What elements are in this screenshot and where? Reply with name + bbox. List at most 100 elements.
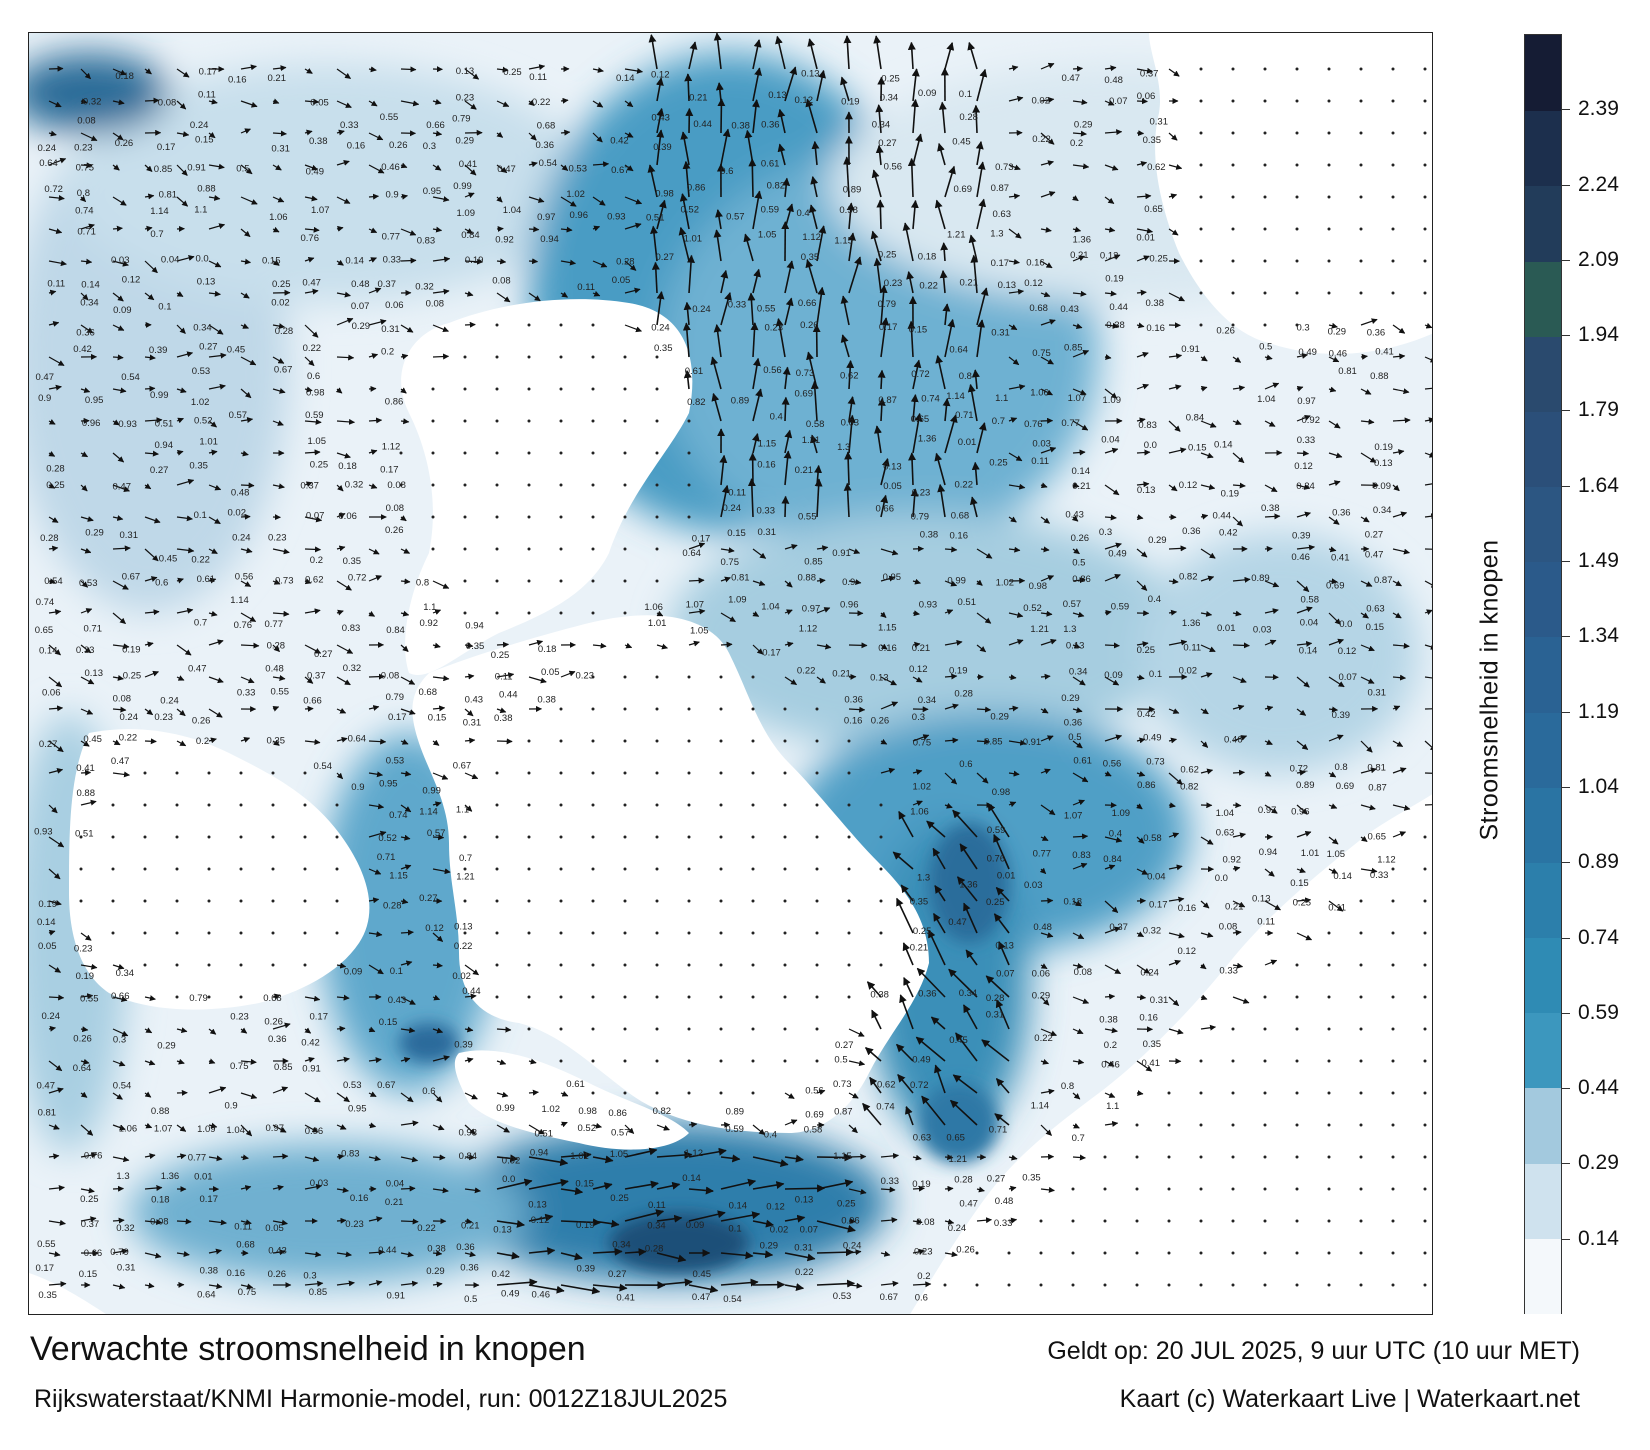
current-arrow — [987, 802, 1010, 838]
current-arrow — [144, 225, 153, 232]
speed-label: 1.36 — [1182, 618, 1201, 629]
speed-label: 0.19 — [122, 645, 141, 656]
speed-label: 0.08 — [492, 276, 511, 287]
current-arrow — [967, 383, 978, 422]
colorbar-tick-mark — [1562, 1012, 1570, 1014]
current-arrow — [1008, 324, 1018, 331]
current-arrow — [80, 1058, 90, 1065]
current-arrow — [1392, 804, 1411, 811]
speed-label: 0.79 — [386, 692, 405, 703]
current-arrow — [752, 388, 763, 422]
speed-label: 0.33 — [994, 1218, 1013, 1229]
grid-dot — [591, 899, 595, 903]
grid-dot — [623, 995, 627, 999]
current-arrow — [528, 1213, 554, 1222]
current-arrow — [208, 383, 226, 390]
speed-label: 0.23 — [884, 278, 903, 289]
speed-label: 1.06 — [644, 602, 663, 613]
current-arrow — [880, 317, 890, 358]
speed-label: 0.36 — [844, 694, 863, 705]
current-arrow — [272, 388, 286, 394]
grid-dot — [1391, 227, 1395, 231]
speed-label: 0.15 — [1366, 622, 1385, 633]
grid-dot — [303, 803, 307, 807]
current-arrow — [1200, 994, 1208, 1001]
grid-dot — [271, 771, 275, 775]
current-arrow — [1200, 610, 1213, 617]
current-arrow — [400, 1218, 419, 1225]
speed-label: 0.95 — [348, 1104, 367, 1115]
current-arrow — [112, 963, 125, 970]
speed-label: 0.1 — [959, 89, 972, 100]
speed-label: 0.25 — [913, 926, 932, 937]
speed-label: 0.47 — [948, 917, 967, 928]
current-arrow — [1168, 164, 1183, 170]
grid-dot — [1327, 291, 1331, 295]
speed-label: 0.08 — [150, 1217, 169, 1228]
current-arrow — [304, 256, 315, 263]
current-arrow — [336, 317, 354, 326]
current-arrow — [1008, 193, 1021, 200]
grid-dot — [623, 771, 627, 775]
colorbar-segment — [1525, 410, 1561, 488]
colorbar-tick-label: 0.74 — [1578, 925, 1619, 949]
speed-label: 0.33 — [757, 506, 776, 517]
speed-label: 0.6 — [959, 759, 972, 770]
speed-label: 0.74 — [36, 597, 55, 608]
speed-label: 0.84 — [461, 230, 480, 241]
speed-label: 0.8 — [1061, 1081, 1074, 1092]
current-arrow — [48, 578, 56, 585]
current-arrow — [814, 478, 823, 518]
speed-label: 0.17 — [157, 142, 176, 153]
current-arrow — [400, 929, 414, 936]
current-arrow — [1040, 1088, 1055, 1095]
current-arrow — [1008, 705, 1019, 712]
speed-label: 0.87 — [991, 183, 1010, 194]
grid-dot — [495, 547, 499, 551]
current-arrow — [805, 259, 818, 294]
current-arrow — [400, 770, 412, 777]
current-arrow — [624, 324, 642, 333]
speed-label: 0.44 — [378, 1245, 397, 1256]
speed-label: 0.35 — [267, 736, 286, 747]
speed-label: 0.51 — [75, 828, 94, 839]
current-arrow — [934, 885, 946, 902]
speed-label: 0.0 — [1215, 873, 1228, 884]
speed-label: 0.26 — [264, 1016, 283, 1027]
speed-label: 0.22 — [191, 555, 210, 566]
speed-label: 1.04 — [761, 602, 780, 613]
current-arrow — [176, 1124, 187, 1132]
speed-label: 0.55 — [380, 112, 399, 123]
grid-dot — [687, 419, 691, 423]
speed-label: 0.25 — [610, 1193, 629, 1204]
grid-dot — [175, 771, 179, 775]
current-arrow — [1040, 804, 1056, 816]
current-arrow — [1072, 799, 1085, 806]
current-arrow — [781, 396, 790, 422]
speed-label: 1.05 — [758, 230, 777, 241]
grid-dot — [559, 931, 563, 935]
current-arrow — [1424, 644, 1432, 650]
current-arrow — [880, 494, 889, 518]
speed-label: 0.14 — [729, 1201, 748, 1212]
current-arrow — [432, 962, 443, 969]
speed-label: 0.24 — [42, 1011, 61, 1022]
current-arrow — [80, 516, 94, 522]
grid-dot — [431, 483, 435, 487]
current-arrow — [48, 644, 61, 656]
current-arrow — [112, 387, 127, 394]
speed-label: 0.27 — [314, 649, 333, 660]
current-arrow — [176, 164, 188, 176]
current-arrow — [400, 644, 409, 652]
colorbar-tick-label: 1.34 — [1578, 624, 1619, 648]
current-arrow — [1424, 356, 1432, 363]
grid-dot — [143, 771, 147, 775]
current-arrow — [1040, 516, 1050, 524]
grid-dot — [751, 739, 755, 743]
current-arrow — [656, 1151, 693, 1160]
current-arrow — [816, 607, 831, 614]
current-arrow — [304, 995, 321, 1002]
grid-dot — [879, 931, 883, 935]
current-arrow — [713, 33, 722, 70]
current-arrow — [1040, 1028, 1057, 1037]
